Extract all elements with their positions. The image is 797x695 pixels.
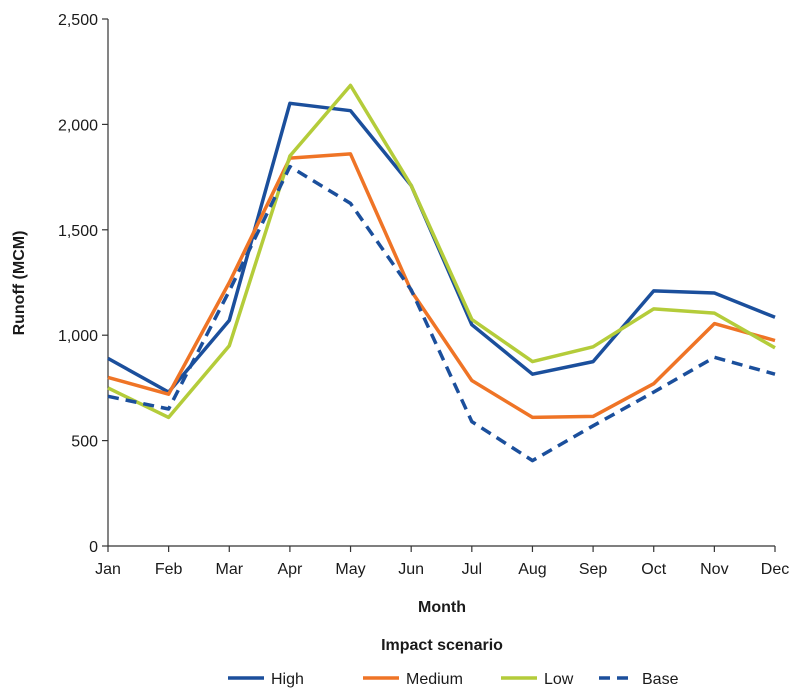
x-tick-label: Nov xyxy=(700,561,728,578)
x-tick-label: Jan xyxy=(95,561,121,578)
y-tick-label: 2,500 xyxy=(58,12,98,29)
axes xyxy=(102,18,776,552)
legend-label-low: Low xyxy=(544,671,574,688)
y-tick-label: 0 xyxy=(89,539,98,556)
y-tick-label: 500 xyxy=(71,434,98,451)
x-tick-label: May xyxy=(335,561,365,578)
legend: High Medium Low Base xyxy=(228,671,679,688)
legend-label-high: High xyxy=(271,671,304,688)
series-line-high xyxy=(107,101,776,394)
y-tick-label: 1,000 xyxy=(58,328,98,345)
x-tick-label: Mar xyxy=(215,561,243,578)
x-tick-label: Jun xyxy=(398,561,424,578)
x-tick-label: Apr xyxy=(277,561,303,578)
tick-labels: 0 500 1,000 1,500 2,000 2,500 Jan Feb Mar Apr May J… xyxy=(58,12,789,578)
y-tick-label: 2,000 xyxy=(58,117,98,134)
series-line-base xyxy=(107,164,776,463)
y-tick-label: 1,500 xyxy=(58,223,98,240)
x-tick-label: Aug xyxy=(518,561,546,578)
series-line-medium xyxy=(107,152,776,420)
series-lines xyxy=(107,83,776,463)
series-line-low xyxy=(107,83,776,420)
legend-label-medium: Medium xyxy=(406,671,463,688)
x-tick-label: Feb xyxy=(155,561,183,578)
legend-title: Impact scenario xyxy=(381,637,503,654)
x-tick-label: Oct xyxy=(641,561,666,578)
x-tick-label: Sep xyxy=(579,561,608,578)
x-tick-label: Jul xyxy=(462,561,482,578)
x-axis-title: Month xyxy=(418,599,466,616)
legend-label-base: Base xyxy=(642,671,679,688)
y-axis-title: Runoff (MCM) xyxy=(11,231,28,336)
x-tick-label: Dec xyxy=(761,561,789,578)
